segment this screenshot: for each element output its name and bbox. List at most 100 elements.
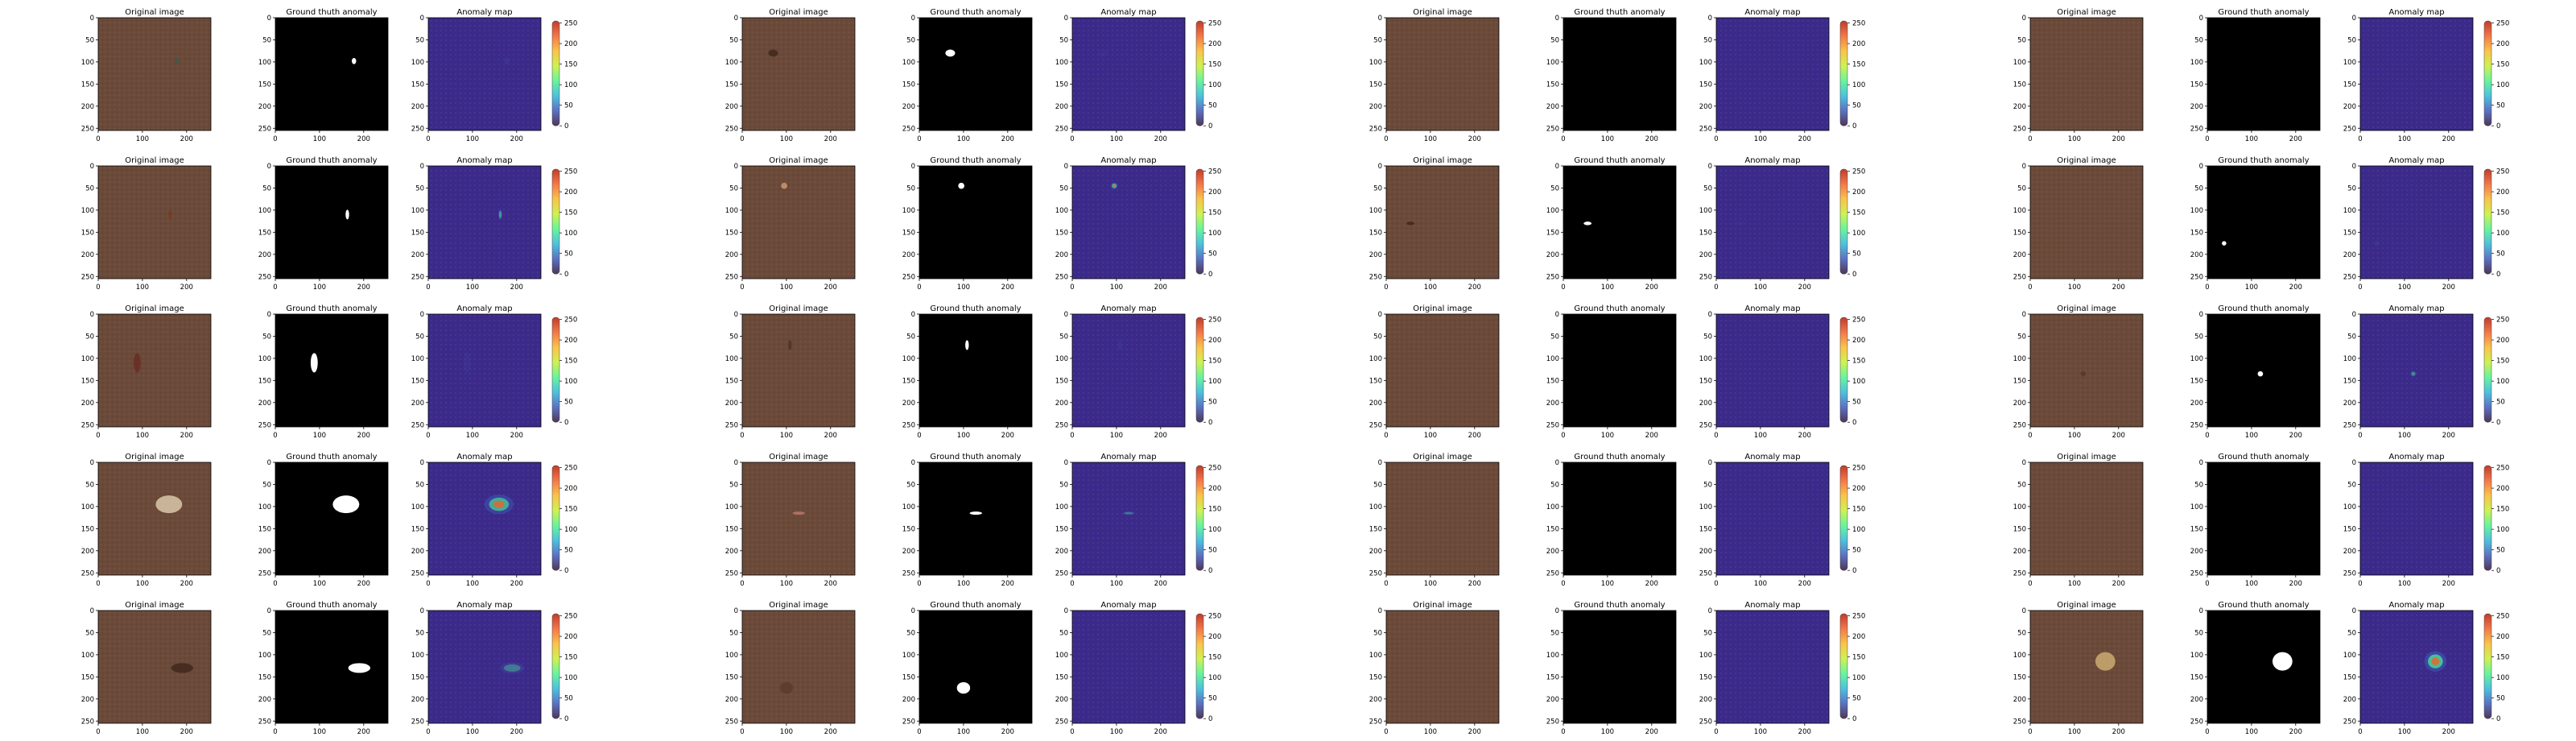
panel-title: Original image: [2057, 156, 2116, 165]
y-tick-label: 0: [1064, 607, 1068, 615]
y-tick-label: 0: [2199, 459, 2203, 467]
sample-group: Original image 0 100 200 0 50 100 150 200 250 Grou…: [81, 453, 577, 588]
defect-mark: [133, 353, 141, 373]
colorbar-tick-label: 250: [2496, 613, 2509, 621]
original-image: [98, 611, 211, 723]
colorbar-tick-label: 50: [1852, 399, 1861, 407]
panel-frame: [427, 610, 542, 724]
y-tick-label: 0: [2199, 163, 2203, 171]
colorbar-tick-label: 200: [2496, 188, 2509, 197]
anomaly-map: [2360, 166, 2473, 279]
y-tick-label: 250: [2343, 125, 2356, 133]
y-tick-label: 250: [725, 125, 738, 133]
y-tick-label: 200: [2013, 696, 2026, 704]
y-tick-label: 50: [1373, 629, 1382, 637]
y-tick-label: 100: [2190, 355, 2203, 363]
mask-region: [2222, 241, 2227, 246]
y-tick-label: 150: [258, 81, 271, 89]
panel-title: Ground thuth anomaly: [2218, 601, 2309, 610]
y-tick-label: 200: [725, 103, 738, 111]
x-tick-label: 0: [740, 284, 744, 292]
y-tick-label: 250: [2190, 718, 2203, 726]
x-tick-label: 0: [1561, 135, 1565, 143]
y-tick-label: 0: [2352, 14, 2356, 23]
y-tick-label: 200: [258, 103, 271, 111]
y-tick-label: 100: [1546, 355, 1559, 363]
colorbar-tick-label: 0: [2496, 271, 2500, 279]
x-tick-label: 100: [2398, 580, 2411, 588]
colorbar-tick-label: 150: [1208, 209, 1221, 217]
y-tick-label: 200: [411, 251, 424, 259]
x-tick-label: 0: [2028, 728, 2032, 736]
y-tick-label: 100: [1699, 355, 1712, 363]
y-tick-label: 150: [1369, 673, 1382, 681]
y-tick-label: 0: [1064, 14, 1068, 23]
y-tick-label: 100: [1699, 503, 1712, 511]
mask-region: [345, 209, 349, 220]
y-tick-label: 100: [725, 59, 738, 67]
y-tick-label: 0: [90, 14, 94, 23]
y-tick-label: 200: [2013, 548, 2026, 556]
ground-truth-mask: [1563, 314, 1676, 427]
y-tick-label: 0: [2352, 607, 2356, 615]
panel-frame: [1563, 462, 1677, 576]
panel-frame: [1563, 610, 1677, 724]
y-tick-label: 50: [2017, 36, 2026, 44]
colorbar: [551, 465, 560, 571]
y-tick-label: 150: [725, 81, 738, 89]
y-tick-label: 200: [725, 251, 738, 259]
y-tick-label: 150: [902, 81, 915, 89]
y-tick-label: 100: [1546, 652, 1559, 660]
defect-mark: [779, 681, 794, 694]
panel-frame: [919, 165, 1033, 279]
defect-mark: [788, 340, 792, 350]
x-tick-label: 200: [2112, 728, 2125, 736]
panel-frame: [1385, 462, 1500, 576]
x-tick-label: 100: [1110, 580, 1123, 588]
y-tick-label: 150: [902, 673, 915, 681]
y-tick-label: 200: [2343, 696, 2356, 704]
x-tick-label: 100: [2068, 284, 2081, 292]
y-tick-label: 100: [2343, 652, 2356, 660]
colorbar-tick-label: 200: [1852, 337, 1865, 345]
x-tick-label: 200: [2289, 728, 2302, 736]
x-tick-label: 200: [510, 284, 523, 292]
y-tick-label: 150: [1055, 377, 1068, 385]
panel-frame: [1071, 313, 1186, 428]
colorbar-tick-label: 150: [1208, 61, 1221, 69]
anomaly-hotspot: [498, 210, 502, 218]
x-tick-label: 100: [957, 580, 970, 588]
x-tick-label: 200: [1154, 284, 1167, 292]
colorbar-tick-label: 250: [2496, 317, 2509, 325]
x-tick-label: 200: [2442, 284, 2455, 292]
x-tick-label: 0: [273, 728, 277, 736]
panel-frame: [1071, 17, 1186, 131]
y-tick-label: 150: [2190, 377, 2203, 385]
x-tick-label: 200: [1468, 580, 1481, 588]
panel-frame: [2207, 610, 2321, 724]
y-tick-label: 250: [1699, 421, 1712, 429]
x-tick-label: 0: [426, 728, 430, 736]
x-tick-label: 200: [180, 580, 193, 588]
panel-frame: [1385, 610, 1500, 724]
panel-frame: [275, 17, 389, 131]
y-tick-label: 0: [1064, 459, 1068, 467]
colorbar-tick-label: 200: [2496, 337, 2509, 345]
mask-region: [945, 49, 956, 57]
x-tick-label: 100: [1754, 728, 1767, 736]
x-tick-label: 200: [1645, 580, 1658, 588]
y-tick-label: 150: [2343, 229, 2356, 237]
y-tick-label: 0: [1378, 459, 1382, 467]
ground-truth-mask: [2207, 166, 2320, 279]
colorbar-tick-label: 250: [564, 317, 577, 325]
panel-title: Anomaly map: [2388, 8, 2444, 17]
x-tick-label: 0: [426, 580, 430, 588]
y-tick-label: 100: [2343, 355, 2356, 363]
x-tick-label: 100: [1754, 432, 1767, 440]
y-tick-label: 200: [1546, 103, 1559, 111]
y-tick-label: 200: [902, 696, 915, 704]
anomaly-map: [1072, 314, 1185, 427]
mask-region: [310, 353, 318, 373]
y-tick-label: 250: [2190, 569, 2203, 577]
y-tick-label: 0: [2022, 14, 2026, 23]
